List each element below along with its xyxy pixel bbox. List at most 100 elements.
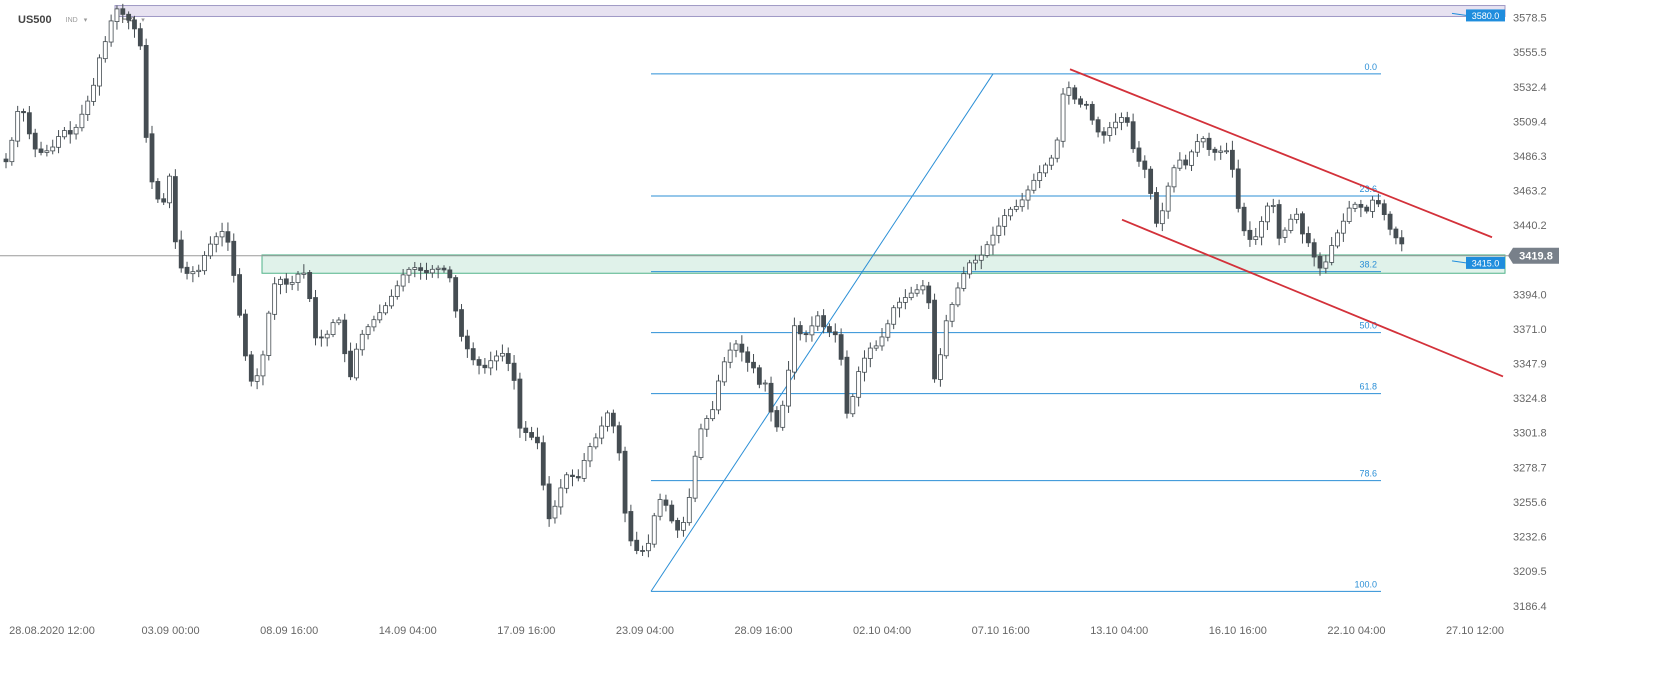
fib-level-label: 61.8 — [1359, 382, 1377, 392]
candle-body — [1358, 203, 1364, 208]
candle-body — [1288, 218, 1294, 231]
candle-body — [1346, 207, 1352, 222]
candle-body — [745, 351, 751, 363]
candle-body — [353, 348, 359, 379]
candle-body — [681, 522, 686, 531]
candle-body — [73, 126, 79, 135]
x-axis-tick: 08.09 16:00 — [260, 625, 318, 637]
candle-body — [809, 325, 815, 336]
candle-body — [389, 295, 394, 307]
candle-body — [1381, 203, 1387, 215]
candle-body — [540, 442, 546, 486]
candle-body — [62, 130, 67, 138]
level-pointer — [1451, 12, 1467, 16]
fib-level-label: 0.0 — [1364, 62, 1377, 72]
y-axis-tick: 3440.2 — [1513, 220, 1547, 232]
market-tag: IND — [65, 16, 78, 24]
candle-body — [873, 345, 879, 349]
candle-body — [441, 267, 447, 271]
y-axis-tick: 3555.5 — [1513, 47, 1547, 59]
timeframe-dropdown-icon[interactable]: ▾ — [141, 17, 145, 24]
candle-body — [663, 499, 669, 506]
y-axis-tick: 3394.0 — [1513, 289, 1547, 301]
y-axis-tick: 3255.6 — [1513, 497, 1547, 509]
candle-body — [38, 148, 44, 153]
candle-body — [202, 254, 207, 272]
y-axis-tick: 3371.0 — [1513, 324, 1547, 336]
resistance-zone — [114, 5, 1506, 17]
fib-level-label: 38.2 — [1359, 260, 1377, 270]
candle-body — [1025, 189, 1031, 201]
candle-body — [9, 139, 15, 163]
candle-body — [318, 336, 324, 339]
x-axis-tick: 03.09 00:00 — [142, 625, 200, 637]
candle-body — [926, 285, 932, 304]
candle-body — [464, 335, 470, 350]
y-axis-tick: 3186.4 — [1513, 601, 1547, 613]
candle-body — [1241, 206, 1247, 232]
candle-body — [424, 269, 429, 274]
candle-body — [879, 336, 885, 347]
candle-body — [838, 334, 844, 360]
candle-body — [1159, 210, 1165, 225]
candle-body — [1200, 138, 1206, 143]
candle-body — [1364, 206, 1370, 212]
candle-body — [943, 320, 949, 357]
fib-trend-line — [650, 73, 994, 592]
candle-body — [698, 428, 704, 458]
x-axis-tick: 28.08.2020 12:00 — [9, 625, 95, 637]
channel-lower-line — [1121, 218, 1504, 378]
candle-body — [902, 297, 908, 303]
candle-body — [155, 181, 161, 200]
y-axis-tick: 3301.8 — [1513, 428, 1547, 440]
fib-level-label: 50.0 — [1359, 321, 1377, 331]
candle-body — [44, 150, 50, 153]
candle-body — [1142, 160, 1148, 170]
candle-body — [856, 371, 862, 398]
y-axis-tick: 3232.6 — [1513, 531, 1547, 543]
candle-body — [517, 378, 523, 429]
candle-body — [914, 289, 920, 294]
candle-body — [546, 483, 552, 520]
candle-body — [207, 243, 213, 257]
candle-body — [167, 175, 172, 204]
candle-body — [955, 287, 961, 306]
candle-body — [196, 269, 202, 273]
candle-body — [1130, 121, 1136, 150]
candle-body — [692, 455, 698, 499]
candle-body — [1194, 141, 1200, 153]
candle-body — [190, 271, 196, 275]
candle-body — [850, 396, 856, 415]
candle-body — [1165, 185, 1171, 212]
candle-body — [756, 367, 762, 385]
candle-body — [1340, 220, 1346, 234]
candle-body — [891, 307, 897, 325]
symbol-label[interactable]: US500 — [18, 14, 52, 26]
candle-body — [108, 20, 114, 43]
y-axis-tick: 3532.4 — [1513, 82, 1547, 94]
candle-body — [1247, 229, 1253, 240]
candle-body — [289, 282, 295, 285]
candle-body — [1019, 199, 1025, 208]
candle-body — [243, 313, 248, 357]
candle-body — [640, 550, 645, 552]
candle-body — [120, 8, 126, 15]
candle-body — [1393, 228, 1399, 239]
candle-body — [1305, 233, 1311, 244]
candle-body — [1054, 139, 1060, 159]
candle-body — [564, 474, 570, 489]
candle-body — [1335, 232, 1340, 247]
candle-body — [704, 418, 710, 430]
candle-body — [313, 297, 318, 339]
candle-body — [1270, 205, 1276, 207]
candle-body — [1206, 137, 1212, 150]
candle-body — [184, 266, 190, 274]
y-axis-tick: 3509.4 — [1513, 116, 1547, 128]
candle-body — [1107, 127, 1113, 136]
candle-body — [803, 333, 809, 336]
candle-body — [961, 273, 967, 289]
candle-body — [499, 352, 505, 357]
symbol-dropdown-icon[interactable]: ▾ — [83, 17, 88, 24]
candle-body — [768, 382, 774, 413]
